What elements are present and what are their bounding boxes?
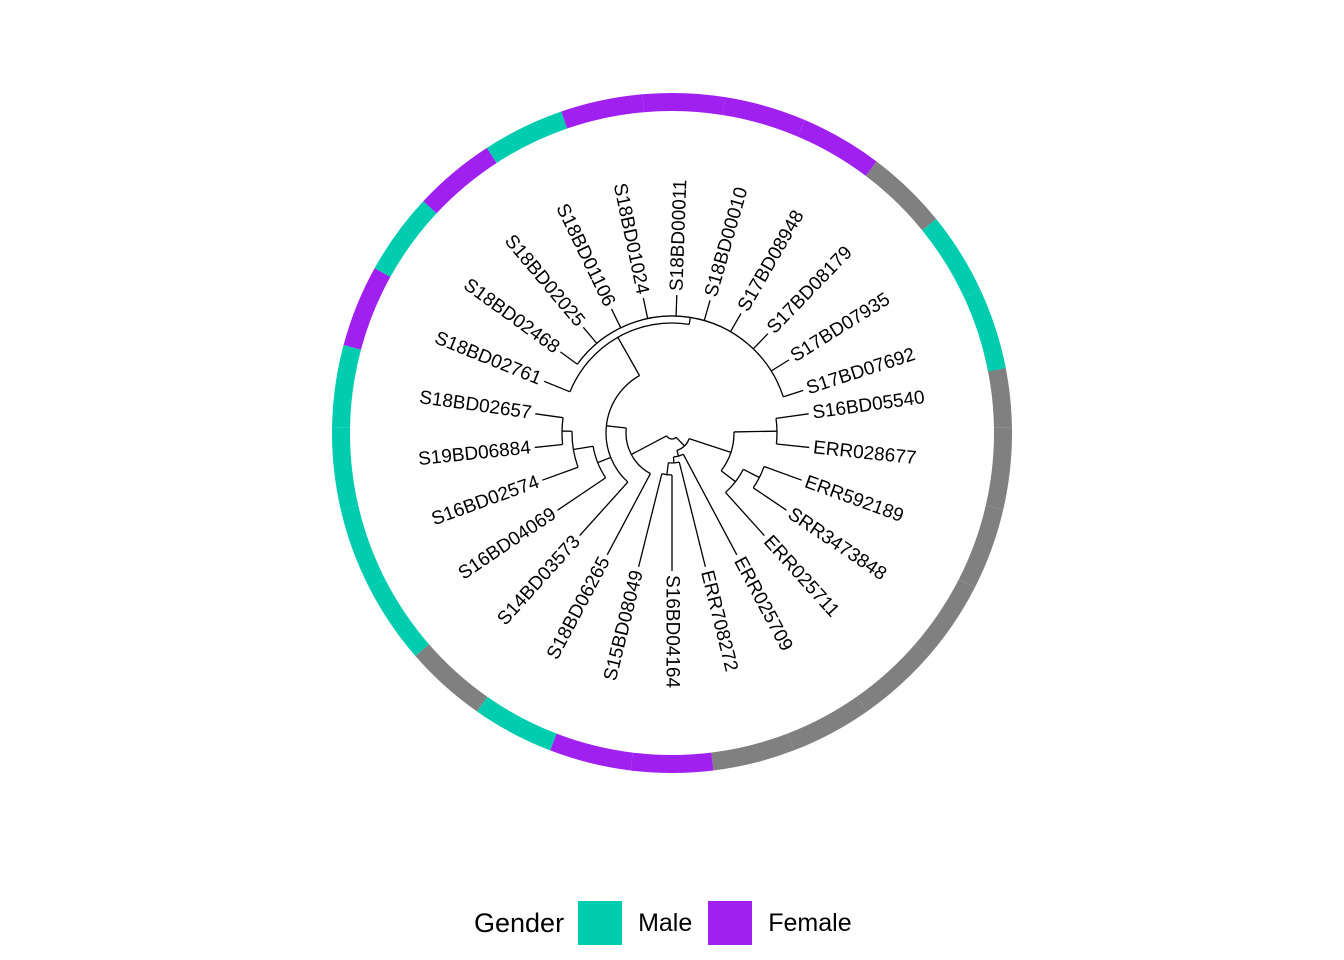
ring-segment-1 [985, 427, 1012, 510]
ring-segment-22 [797, 120, 877, 176]
tree-branch-51 [675, 295, 678, 317]
tree-branch-46 [576, 315, 784, 398]
tree-branch-32 [597, 456, 611, 464]
ring-segment-7 [630, 752, 714, 773]
ring-segment-12 [340, 505, 386, 588]
tree-branch-19 [682, 453, 738, 556]
ring-segment-13 [332, 427, 359, 510]
tree-branch-48 [582, 326, 598, 344]
tip-label-13: S19BD06884 [417, 437, 532, 470]
legend-key-female [708, 901, 753, 945]
ring-segment-6 [711, 733, 794, 771]
tip-label-19: S18BD01024 [609, 181, 653, 296]
tree-branch-5 [676, 450, 680, 457]
tree-branch-50 [642, 297, 649, 319]
ring-segment-20 [642, 93, 726, 115]
legend: Gender Male Female [474, 900, 868, 946]
tree-branch-3 [676, 438, 690, 451]
tree-branches [534, 295, 810, 571]
ring-segment-8 [550, 733, 633, 771]
tree-branch-33 [617, 336, 641, 376]
tree-branch-22 [678, 461, 707, 568]
tree-branch-45 [688, 317, 691, 325]
tip-label-6: ERR708272 [696, 568, 741, 674]
tree-branch-43 [569, 322, 690, 393]
tree-branch-28 [606, 473, 651, 556]
tree-branch-42 [535, 413, 564, 419]
tree-branch-52 [703, 300, 711, 321]
ring-segment-11 [369, 579, 430, 657]
ring-segment-23 [865, 161, 937, 231]
tree-branch-23 [666, 462, 669, 475]
tree-branch-53 [729, 313, 742, 332]
tree-branch-54 [752, 333, 769, 350]
tip-label-1: ERR028677 [812, 437, 917, 469]
tree-branch-0 [666, 435, 677, 440]
ring-segment-19 [561, 94, 645, 129]
tree-branch-36 [573, 445, 594, 451]
tip-label-8: S15BD08049 [600, 568, 648, 683]
tree-branch-10 [775, 413, 809, 420]
tree-branch-29 [606, 425, 627, 429]
legend-label-male: Male [638, 908, 693, 937]
ring-segment-14 [332, 345, 361, 428]
ring-segment-21 [722, 97, 805, 137]
tip-label-14: S18BD02657 [418, 387, 533, 424]
tree-branch-13 [742, 468, 760, 479]
tip-labels: S16BD05540ERR028677ERR592189SRR3473848ER… [417, 179, 926, 688]
ring-segment-3 [914, 579, 975, 657]
ring-segment-24 [922, 219, 981, 298]
tree-branch-35 [557, 477, 607, 511]
tree-branch-27 [625, 427, 651, 475]
ring-segment-15 [343, 268, 391, 350]
ring-segment-17 [423, 147, 497, 214]
ring-segment-4 [856, 644, 929, 712]
tree-branch-8 [720, 470, 736, 483]
ring-segment-2 [958, 505, 1004, 588]
tree-branch-17 [752, 487, 787, 511]
legend-label-female: Female [768, 908, 852, 937]
gender-ring [332, 93, 1012, 773]
tree-branch-2 [631, 435, 667, 456]
tree-branch-34 [592, 446, 607, 479]
tree-branch-56 [783, 389, 804, 398]
ring-segment-25 [963, 289, 1006, 372]
tree-branch-47 [559, 351, 578, 365]
ring-segment-5 [787, 696, 868, 751]
tree-branch-37 [571, 431, 579, 468]
tree-branch-55 [770, 359, 790, 372]
tip-label-7: S16BD04164 [662, 575, 683, 688]
legend-title: Gender [474, 907, 565, 938]
tree-branch-49 [610, 308, 622, 329]
ring-segment-9 [476, 696, 557, 751]
tree-branch-11 [776, 443, 810, 449]
tree-branch-38 [542, 466, 579, 481]
legend-key-male [578, 901, 623, 945]
ring-segment-18 [486, 111, 568, 164]
ring-segment-10 [415, 644, 488, 712]
tree-branch-6 [720, 431, 735, 472]
tree-branch-30 [605, 374, 640, 483]
tree-branch-1 [675, 436, 685, 447]
tree-branch-7 [733, 430, 777, 433]
tree-branch-31 [579, 481, 629, 536]
tree-branch-14 [725, 492, 765, 536]
tree-branch-26 [637, 473, 663, 568]
tree-branch-4 [688, 438, 732, 454]
tree-branch-44 [543, 380, 571, 393]
tree-branch-41 [534, 443, 563, 449]
tree-branch-16 [763, 465, 802, 481]
ring-segment-16 [374, 201, 437, 277]
tip-label-20: S18BD00011 [666, 179, 691, 291]
tip-label-21: S18BD00010 [701, 185, 752, 299]
